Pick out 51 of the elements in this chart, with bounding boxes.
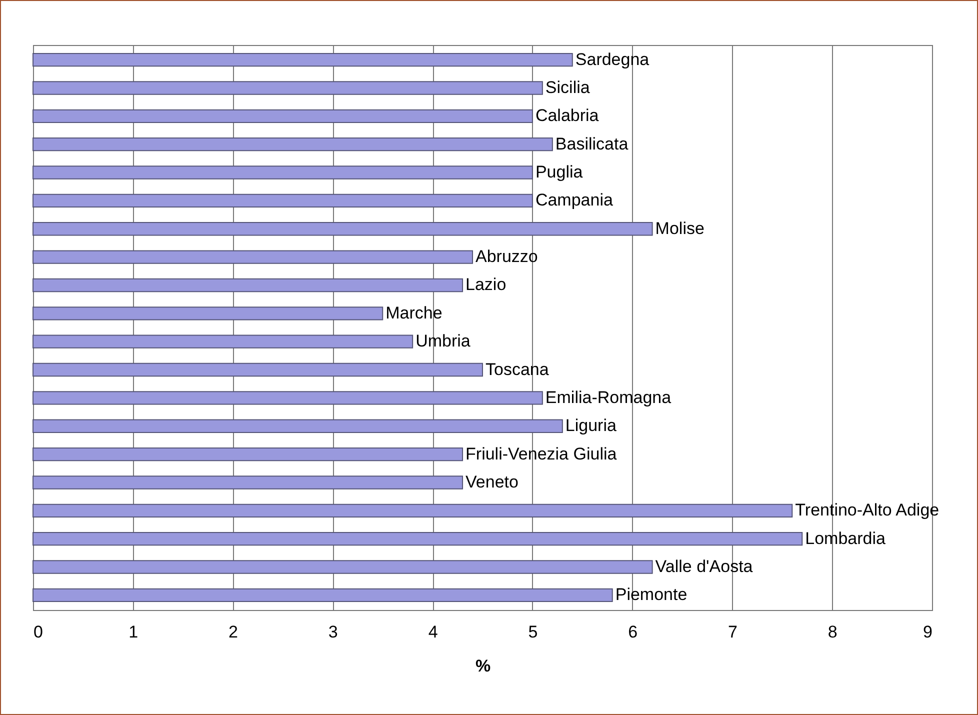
bar xyxy=(32,222,653,236)
x-tick-label: 4 xyxy=(428,622,438,642)
y-tick-label: Puglia xyxy=(535,162,584,182)
bar xyxy=(32,476,464,490)
y-tick-label: Abruzzo xyxy=(476,247,538,266)
bar xyxy=(32,560,653,574)
x-tick-label: 1 xyxy=(128,622,138,642)
y-tick-label: Trentino-Alto Adige xyxy=(795,500,940,520)
y-tick-label: Campania xyxy=(535,190,614,210)
y-tick-label: Basilicata xyxy=(555,134,629,154)
x-axis-title: % xyxy=(475,656,491,676)
bar xyxy=(32,250,474,264)
x-tick-label: 5 xyxy=(528,622,538,642)
x-tick-label: 0 xyxy=(34,622,43,642)
bar xyxy=(32,166,533,180)
bar xyxy=(32,362,483,377)
bar xyxy=(32,109,533,123)
bar xyxy=(32,447,464,462)
bar xyxy=(32,81,543,95)
y-tick-label: Toscana xyxy=(486,360,550,379)
y-tick-label: Marche xyxy=(386,303,442,322)
y-tick-label: Umbria xyxy=(416,332,471,351)
x-tick-label: 7 xyxy=(728,622,738,642)
y-tick-label: Valle d'Aosta xyxy=(655,557,754,576)
bar xyxy=(32,391,543,405)
bar xyxy=(32,419,563,433)
y-tick-label: Calabria xyxy=(535,106,600,126)
bar xyxy=(32,306,384,320)
bar xyxy=(32,194,533,208)
x-tick-label: 8 xyxy=(828,622,838,642)
x-tick-label: 3 xyxy=(328,622,338,642)
bar xyxy=(32,588,613,602)
x-tick-label: 2 xyxy=(228,622,238,642)
bar xyxy=(32,532,803,546)
y-tick-label: Molise xyxy=(655,218,704,238)
y-tick-label: Lombardia xyxy=(805,528,886,548)
bar xyxy=(32,52,573,67)
bar xyxy=(32,504,793,518)
x-tick-label: 9 xyxy=(923,622,932,642)
bar xyxy=(32,334,414,348)
y-tick-label: Friuli-Venezia Giulia xyxy=(466,444,618,464)
x-tick-label: 6 xyxy=(628,622,638,642)
y-tick-label: Veneto xyxy=(466,472,518,492)
y-tick-label: Liguria xyxy=(565,416,617,436)
y-tick-label: Lazio xyxy=(466,275,506,294)
bar xyxy=(32,278,464,292)
y-tick-label: Piemonte xyxy=(615,585,688,604)
bar xyxy=(32,137,553,152)
y-tick-label: Emilia-Romagna xyxy=(545,388,672,407)
y-tick-label: Sardegna xyxy=(575,50,650,69)
y-tick-label: Sicilia xyxy=(545,78,590,97)
